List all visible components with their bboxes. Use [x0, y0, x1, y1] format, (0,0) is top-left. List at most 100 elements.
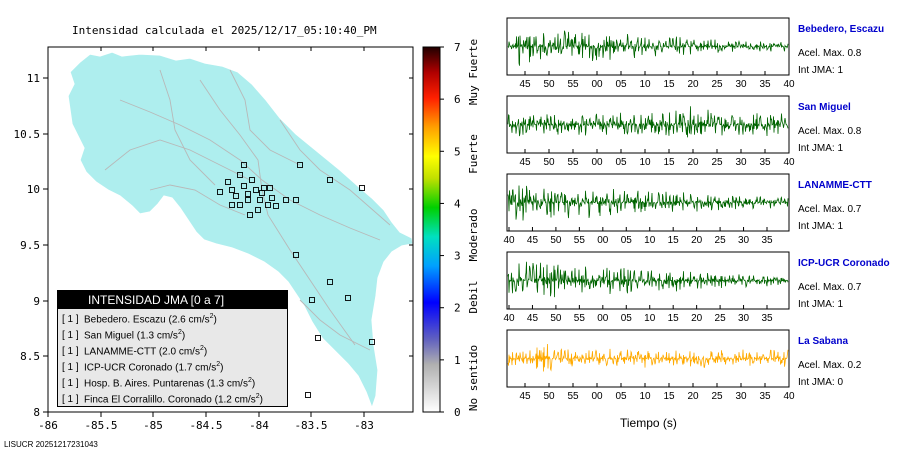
- legend-station-text: Finca El Corralillo. Coronado (1.2 cm/s: [84, 394, 256, 406]
- map-y-tick-label: 10.5: [14, 128, 41, 141]
- colorbar-tick-label: 3: [454, 250, 461, 263]
- legend-jma-value: [ 1 ]: [62, 346, 79, 358]
- seismogram-tick-label: 35: [759, 157, 771, 168]
- station-jma-intensity: Int JMA: 0: [798, 377, 844, 388]
- legend-unit-exponent: 2: [199, 345, 204, 352]
- colorbar-class-label: Moderado: [467, 209, 480, 262]
- seismogram-tick-label: 20: [691, 235, 703, 246]
- legend-jma-value: [ 1 ]: [62, 330, 79, 342]
- map-x-tick-label: -85.5: [84, 419, 117, 432]
- seismogram-tick-label: 45: [527, 313, 539, 324]
- station-marker: [293, 197, 299, 203]
- map-road: [119, 99, 381, 241]
- station-marker: [265, 202, 271, 208]
- seismogram-tick-label: 20: [687, 79, 699, 90]
- seismogram-tick-label: 10: [644, 313, 656, 324]
- legend-close-paren: ): [251, 378, 256, 390]
- legend-station-text: LANAMME-CTT (2.0 cm/s: [84, 346, 200, 358]
- legend-unit-exponent: 2: [209, 313, 214, 320]
- station-max-accel: Acel. Max. 0.7: [798, 204, 862, 215]
- station-marker: [305, 392, 311, 398]
- colorbar-tick-label: 6: [454, 93, 461, 106]
- seismogram-tick-label: 55: [567, 391, 579, 402]
- map-y-tick-label: 10: [27, 183, 40, 196]
- seismogram-tick-label: 20: [687, 157, 699, 168]
- seismogram-panel: 40 45 50 55 00 05 10 15 20 25 30 35: [503, 251, 790, 324]
- legend-row: [ 1 ] Bebedero. Escazu (2.6 cm/s2): [58, 309, 287, 325]
- station-max-accel: Acel. Max. 0.2: [798, 360, 862, 371]
- station-marker: [309, 297, 315, 303]
- seismogram-tick-label: 45: [519, 157, 531, 168]
- seismogram-tick-label: 50: [550, 313, 562, 324]
- legend-jma-value: [ 1 ]: [62, 362, 79, 374]
- seismogram-trace: [507, 185, 789, 221]
- legend-station-text: San Miguel (1.3 cm/s: [84, 330, 178, 342]
- station-marker: [255, 207, 261, 213]
- colorbar-tick-label: 0: [454, 406, 461, 419]
- map-road: [159, 69, 216, 186]
- legend-unit-exponent: 2: [247, 377, 252, 384]
- station-jma-intensity: Int JMA: 1: [798, 143, 844, 154]
- seismogram-tick-label: 15: [663, 79, 675, 90]
- colorbar-class-label: No sentido: [467, 345, 480, 411]
- seismogram-tick-label: 40: [503, 235, 515, 246]
- station-marker: [241, 162, 247, 168]
- seismogram-tick-label: 35: [761, 313, 773, 324]
- station-marker: [225, 179, 231, 185]
- station-name: Bebedero, Escazu: [798, 24, 885, 35]
- colorbar-tick-label: 1: [454, 354, 461, 367]
- seismogram-tick-label: 30: [738, 235, 750, 246]
- seismogram-panel: 45 50 55 00 05 10 15 20 25 30 35 40: [506, 329, 795, 402]
- station-marker: [345, 295, 351, 301]
- seismogram-tick-label: 45: [519, 79, 531, 90]
- seismogram-tick-label: 15: [668, 313, 680, 324]
- station-jma-intensity: Int JMA: 1: [798, 221, 844, 232]
- legend-jma-value: [ 1 ]: [62, 314, 79, 326]
- station-marker: [241, 183, 247, 189]
- seismogram-tick-label: 55: [567, 79, 579, 90]
- map-x-tick-label: -84: [249, 419, 269, 432]
- seismogram-tick-label: 25: [715, 313, 727, 324]
- seismogram-tick-label: 40: [783, 157, 795, 168]
- seismogram-tick-label: 25: [715, 235, 727, 246]
- seismogram-tick-label: 55: [574, 235, 586, 246]
- legend-station-text: Bebedero. Escazu (2.6 cm/s: [84, 314, 210, 326]
- seismogram-tick-label: 45: [527, 235, 539, 246]
- legend-row: [ 1 ] San Miguel (1.3 cm/s2): [58, 325, 287, 341]
- legend-row: [ 1 ] Hosp. B. Aires. Puntarenas (1.3 cm/…: [58, 373, 287, 389]
- seismogram-trace: [507, 106, 789, 138]
- legend-row: [ 1 ] Finca El Corralillo. Coronado (1.2 …: [58, 389, 287, 405]
- seismogram-tick-label: 35: [759, 391, 771, 402]
- seismogram-trace: [507, 343, 789, 372]
- seismogram-tick-label: 35: [759, 79, 771, 90]
- legend-station-text: ICP-UCR Coronado (1.7 cm/s: [84, 362, 217, 374]
- seismogram-tick-label: 50: [543, 391, 555, 402]
- station-max-accel: Acel. Max. 0.8: [798, 126, 862, 137]
- intensity-legend: INTENSIDAD JMA [0 a 7] [ 1 ] Bebedero. Es…: [57, 290, 288, 407]
- seismogram-trace: [507, 30, 789, 66]
- seismogram-tick-label: 05: [621, 313, 633, 324]
- station-max-accel: Acel. Max. 0.7: [798, 282, 862, 293]
- station-marker: [327, 177, 333, 183]
- legend-unit-exponent: 2: [216, 361, 221, 368]
- colorbar-class-label: Debil: [467, 280, 480, 313]
- station-marker: [273, 203, 279, 209]
- station-marker: [257, 197, 263, 203]
- seismogram-tick-label: 40: [503, 313, 515, 324]
- legend-unit-exponent: 2: [255, 393, 260, 400]
- map-road: [229, 69, 301, 166]
- legend-station-text: Hosp. B. Aires. Puntarenas (1.3 cm/s: [84, 378, 248, 390]
- station-marker: [237, 202, 243, 208]
- seismogram-tick-label: 25: [711, 79, 723, 90]
- station-name: ICP-UCR Coronado: [798, 258, 890, 269]
- colorbar-class-label: Muy Fuerte: [467, 39, 480, 105]
- seismogram-tick-label: 10: [639, 157, 651, 168]
- seismogram-tick-label: 00: [597, 235, 609, 246]
- seismogram-tick-label: 00: [591, 157, 603, 168]
- seismogram-tick-label: 10: [639, 391, 651, 402]
- station-max-accel: Acel. Max. 0.8: [798, 48, 862, 59]
- seismogram-tick-label: 35: [761, 235, 773, 246]
- map-y-tick-label: 8.5: [20, 350, 40, 363]
